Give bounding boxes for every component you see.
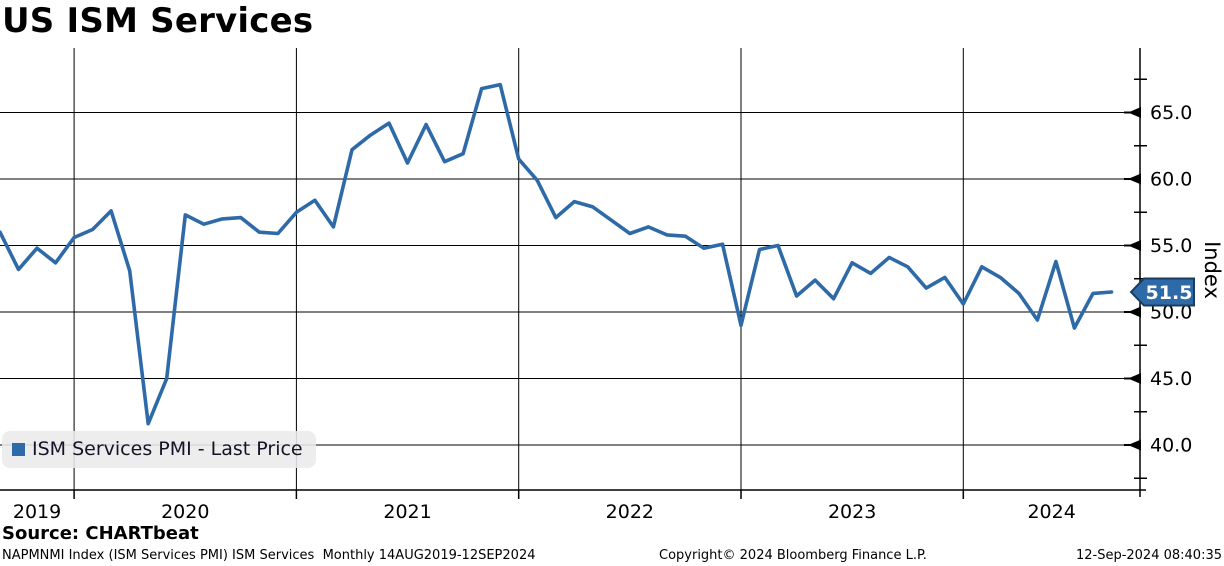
year-label: 2021: [383, 501, 431, 523]
y-tick-arrow-icon: [1128, 107, 1141, 118]
year-label: 2019: [13, 501, 61, 523]
chart-title: US ISM Services: [2, 1, 314, 41]
year-label: 2020: [161, 501, 209, 523]
year-label: 2022: [606, 501, 654, 523]
timestamp: 12-Sep-2024 08:40:35: [1075, 548, 1222, 563]
year-label: 2023: [828, 501, 876, 523]
year-label: 2024: [1027, 501, 1075, 523]
security-description: NAPMNMI Index (ISM Services PMI) ISM Ser…: [2, 548, 536, 563]
y-tick-label: 50.0: [1150, 302, 1192, 324]
legend: ISM Services PMI - Last Price: [2, 431, 316, 468]
y-tick-label: 55.0: [1150, 235, 1192, 257]
y-tick-arrow-icon: [1128, 240, 1141, 251]
last-price-tag-label: 51.5: [1146, 282, 1193, 304]
pmi-line: [0, 82, 1114, 426]
y-tick-label: 65.0: [1150, 102, 1192, 124]
y-axis-title: Index: [1200, 241, 1224, 299]
y-tick-label: 40.0: [1150, 435, 1192, 457]
last-price-tag: [1129, 277, 1195, 307]
y-tick-label: 60.0: [1150, 169, 1192, 191]
legend-label: ISM Services PMI - Last Price: [32, 438, 303, 460]
y-tick-arrow-icon: [1128, 439, 1141, 451]
y-tick-arrow-icon: [1128, 173, 1141, 185]
copyright-note: Copyright© 2024 Bloomberg Finance L.P.: [659, 548, 927, 563]
y-tick-arrow-icon: [1128, 306, 1141, 318]
source-note: Source: CHARTbeat: [2, 523, 199, 544]
legend-swatch-icon: [12, 443, 25, 456]
y-tick-label: 45.0: [1150, 368, 1192, 390]
y-tick-arrow-icon: [1128, 373, 1141, 384]
